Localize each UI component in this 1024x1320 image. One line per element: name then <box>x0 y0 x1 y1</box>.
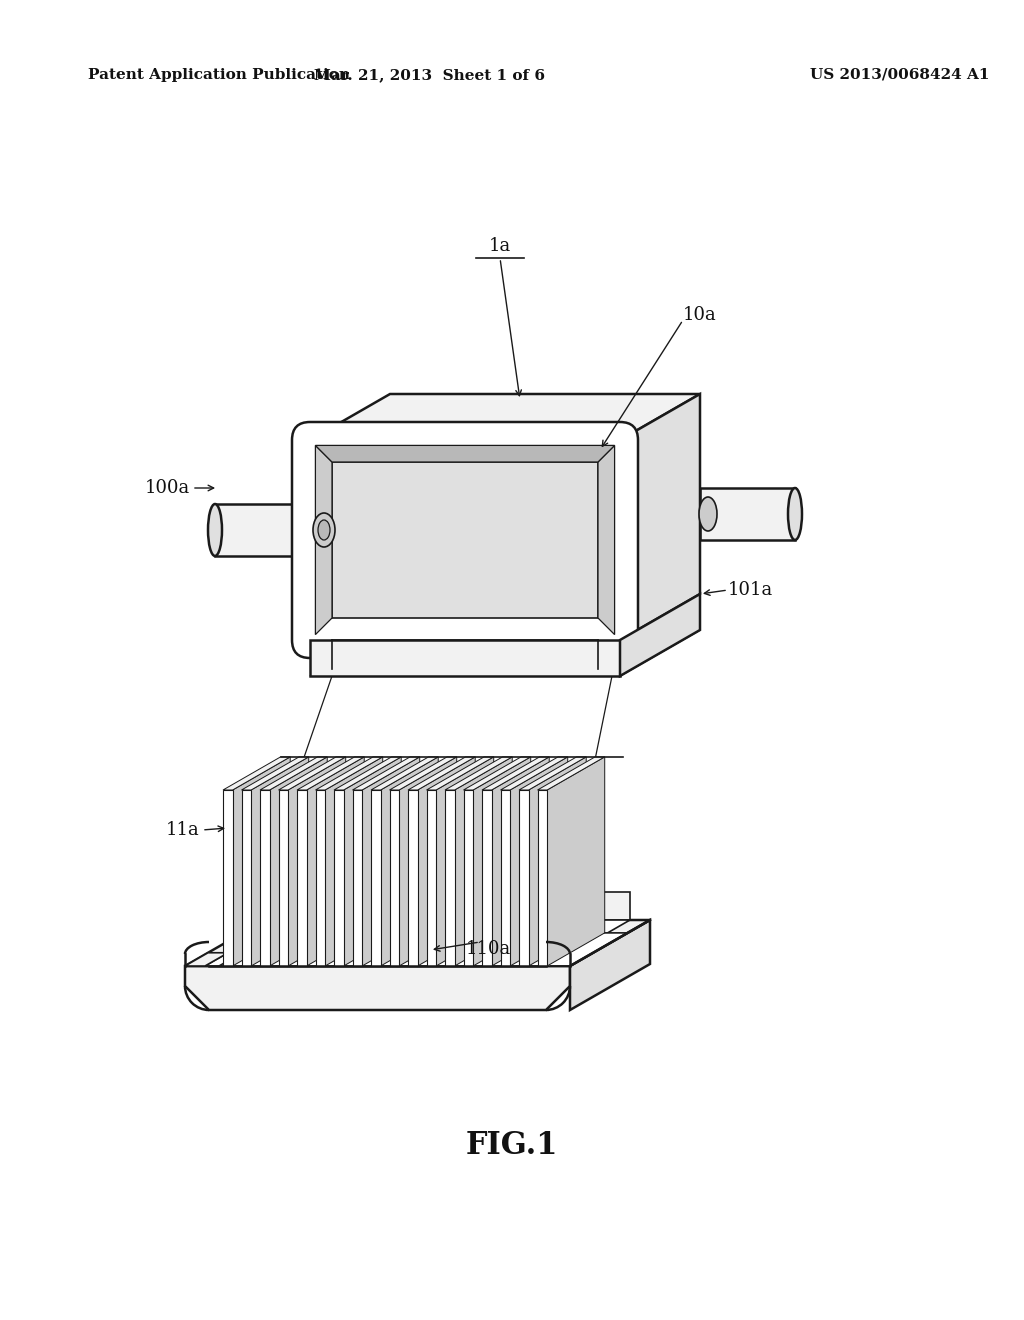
Polygon shape <box>223 789 232 966</box>
Polygon shape <box>306 756 365 966</box>
Polygon shape <box>473 756 530 966</box>
Polygon shape <box>389 789 399 966</box>
Polygon shape <box>310 393 700 440</box>
Polygon shape <box>408 756 475 789</box>
Polygon shape <box>315 445 614 462</box>
Polygon shape <box>570 920 650 966</box>
Text: FIG.1: FIG.1 <box>466 1130 558 1160</box>
Polygon shape <box>455 756 512 966</box>
Text: 101a: 101a <box>728 581 773 599</box>
Polygon shape <box>519 756 586 789</box>
Polygon shape <box>436 756 494 966</box>
Text: Patent Application Publication: Patent Application Publication <box>88 69 350 82</box>
Polygon shape <box>279 756 346 789</box>
Polygon shape <box>344 756 401 966</box>
Polygon shape <box>510 756 567 966</box>
Text: 11a: 11a <box>166 821 200 840</box>
Polygon shape <box>297 789 306 966</box>
Polygon shape <box>389 756 457 789</box>
Polygon shape <box>492 756 549 966</box>
FancyBboxPatch shape <box>292 422 638 657</box>
Polygon shape <box>251 756 308 966</box>
Polygon shape <box>326 756 383 966</box>
Text: Mar. 21, 2013  Sheet 1 of 6: Mar. 21, 2013 Sheet 1 of 6 <box>314 69 546 82</box>
Polygon shape <box>260 756 328 789</box>
Polygon shape <box>279 789 288 966</box>
Polygon shape <box>528 756 586 966</box>
Ellipse shape <box>208 504 222 556</box>
Polygon shape <box>334 789 344 966</box>
Polygon shape <box>570 920 650 1010</box>
Polygon shape <box>427 789 436 966</box>
Polygon shape <box>315 756 383 789</box>
Polygon shape <box>371 756 438 789</box>
Polygon shape <box>285 892 630 920</box>
Polygon shape <box>260 789 269 966</box>
Polygon shape <box>538 756 605 789</box>
Polygon shape <box>205 920 630 966</box>
Polygon shape <box>297 756 365 789</box>
Polygon shape <box>185 966 570 1010</box>
Polygon shape <box>482 756 549 789</box>
Text: US 2013/0068424 A1: US 2013/0068424 A1 <box>810 69 990 82</box>
Polygon shape <box>288 756 346 966</box>
Polygon shape <box>408 789 418 966</box>
Polygon shape <box>482 789 492 966</box>
Polygon shape <box>519 789 528 966</box>
Polygon shape <box>219 933 628 966</box>
Polygon shape <box>427 756 494 789</box>
Polygon shape <box>598 445 614 635</box>
Polygon shape <box>464 789 473 966</box>
Polygon shape <box>538 789 547 966</box>
Ellipse shape <box>318 520 330 540</box>
Polygon shape <box>501 756 567 789</box>
Polygon shape <box>310 640 620 676</box>
Polygon shape <box>352 789 362 966</box>
Ellipse shape <box>313 513 335 546</box>
Polygon shape <box>620 594 700 676</box>
Polygon shape <box>381 756 438 966</box>
Polygon shape <box>620 393 700 640</box>
Polygon shape <box>185 953 228 966</box>
Polygon shape <box>399 756 457 966</box>
Polygon shape <box>445 789 455 966</box>
Polygon shape <box>215 504 310 556</box>
Polygon shape <box>185 920 650 966</box>
Polygon shape <box>332 462 598 618</box>
Polygon shape <box>269 756 328 966</box>
Polygon shape <box>334 756 401 789</box>
Text: 110a: 110a <box>465 940 511 958</box>
Polygon shape <box>315 789 326 966</box>
Polygon shape <box>315 445 332 635</box>
Ellipse shape <box>699 498 717 531</box>
Text: 1a: 1a <box>488 238 511 255</box>
Polygon shape <box>371 789 381 966</box>
Text: 10a: 10a <box>683 306 717 323</box>
Polygon shape <box>464 756 530 789</box>
Polygon shape <box>232 756 290 966</box>
Polygon shape <box>445 756 512 789</box>
Polygon shape <box>352 756 420 789</box>
Polygon shape <box>700 488 795 540</box>
Polygon shape <box>418 756 475 966</box>
Text: 100a: 100a <box>144 479 190 498</box>
Polygon shape <box>547 756 605 966</box>
Polygon shape <box>242 789 251 966</box>
Polygon shape <box>362 756 420 966</box>
Polygon shape <box>223 756 290 789</box>
Polygon shape <box>501 789 510 966</box>
Ellipse shape <box>788 488 802 540</box>
Polygon shape <box>310 630 700 676</box>
Polygon shape <box>242 756 308 789</box>
